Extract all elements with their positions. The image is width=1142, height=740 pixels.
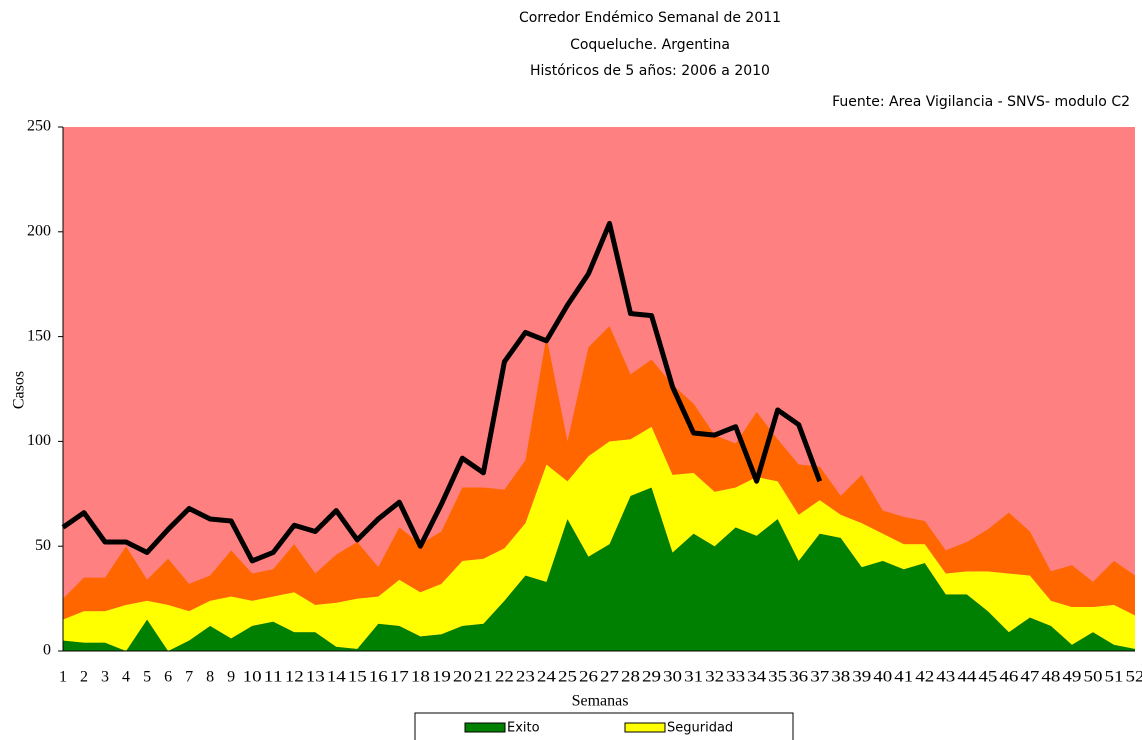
x-tick-label: 31 [684, 669, 703, 686]
x-tick-label: 45 [978, 669, 997, 686]
y-tick-label: 0 [43, 642, 51, 659]
x-tick-label: 16 [369, 669, 388, 686]
source-note: Fuente: Area Vigilancia - SNVS- modulo C… [832, 94, 1130, 110]
x-tick-label: 7 [185, 669, 193, 686]
x-tick-label: 32 [705, 669, 724, 686]
x-tick-label: 2 [80, 669, 88, 686]
area [63, 426, 1135, 651]
x-tick-label: 11 [264, 669, 283, 686]
x-axis-label: Semanas [572, 693, 629, 710]
x-tick-label: 26 [579, 669, 598, 686]
chart-title: Corredor Endémico Semanal de 2011 [519, 10, 781, 26]
chart-title: Coqueluche. Argentina [570, 37, 730, 53]
x-tick-label: 1 [59, 669, 67, 686]
x-tick-label: 38 [831, 669, 850, 686]
x-tick-label: 18 [411, 669, 430, 686]
x-tick-label: 12 [285, 669, 304, 686]
x-tick-label: 49 [1062, 669, 1081, 686]
y-tick-label: 150 [27, 327, 51, 344]
x-tick-label: 4 [122, 669, 130, 686]
x-tick-label: 43 [936, 669, 955, 686]
y-axis-label: Casos [11, 371, 28, 409]
x-tick-label: 21 [474, 669, 493, 686]
x-tick-label: 47 [1020, 669, 1039, 686]
x-tick-label: 41 [894, 669, 913, 686]
x-tick-label: 39 [852, 669, 871, 686]
legend-box [414, 712, 794, 740]
x-tick-label: 35 [768, 669, 787, 686]
x-tick-label: 34 [747, 669, 766, 686]
x-tick-label: 48 [1041, 669, 1060, 686]
x-tick-label: 5 [143, 669, 151, 686]
x-tick-label: 27 [600, 669, 619, 686]
x-tick-label: 13 [306, 669, 325, 686]
chart-title: Históricos de 5 años: 2006 a 2010 [530, 63, 770, 79]
x-tick-label: 6 [164, 669, 172, 686]
y-tick-label: 50 [35, 537, 51, 554]
area [63, 326, 1135, 620]
legend-swatch [624, 722, 666, 733]
x-tick-label: 50 [1083, 669, 1102, 686]
x-tick-label: 44 [957, 669, 976, 686]
x-tick-label: 40 [873, 669, 892, 686]
y-tick-label: 250 [27, 118, 51, 135]
x-tick-label: 37 [810, 669, 829, 686]
y-tick-label: 100 [27, 432, 51, 449]
x-tick-label: 20 [453, 669, 472, 686]
x-tick-label: 24 [537, 669, 556, 686]
x-tick-label: 22 [495, 669, 514, 686]
x-tick-label: 33 [726, 669, 745, 686]
x-tick-label: 10 [243, 669, 262, 686]
x-tick-label: 36 [789, 669, 808, 686]
x-tick-label: 52 [1126, 669, 1142, 686]
x-tick-label: 28 [621, 669, 640, 686]
x-tick-label: 51 [1104, 669, 1123, 686]
x-tick-label: 15 [348, 669, 367, 686]
legend-label: Exito [507, 721, 540, 736]
x-tick-label: 29 [642, 669, 661, 686]
area [63, 487, 1135, 651]
x-tick-label: 46 [999, 669, 1018, 686]
x-tick-label: 14 [327, 669, 346, 686]
y-tick-label: 200 [27, 222, 51, 239]
x-tick-label: 8 [206, 669, 214, 686]
legend-label: Seguridad [667, 721, 733, 736]
x-tick-label: 23 [516, 669, 535, 686]
x-tick-label: 42 [915, 669, 934, 686]
legend-swatch [464, 722, 506, 733]
x-tick-label: 19 [432, 669, 451, 686]
x-tick-label: 30 [663, 669, 682, 686]
x-tick-label: 3 [101, 669, 109, 686]
x-tick-label: 25 [558, 669, 577, 686]
line [61, 220, 823, 564]
x-tick-label: 9 [227, 669, 235, 686]
x-tick-label: 17 [390, 669, 409, 686]
